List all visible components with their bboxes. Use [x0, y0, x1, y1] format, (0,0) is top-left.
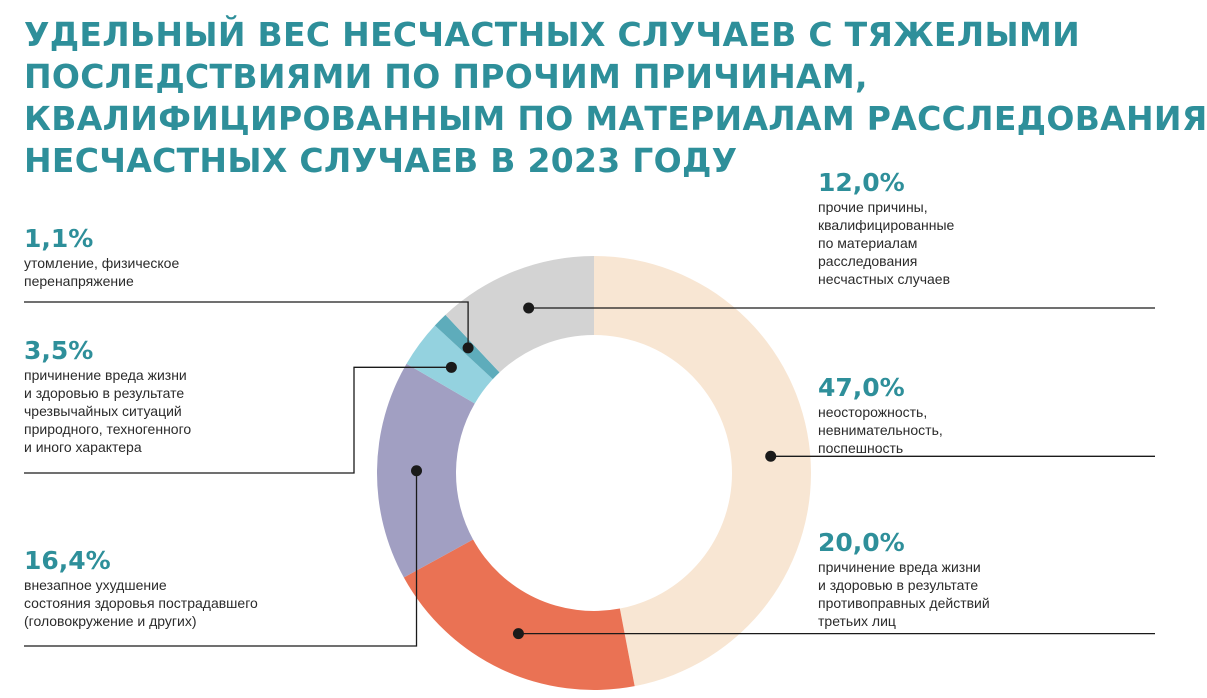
slice-third-party	[403, 539, 635, 690]
title-line-1: УДЕЛЬНЫЙ ВЕС НЕСЧАСТНЫХ СЛУЧАЕВ С ТЯЖЕЛЫ…	[24, 15, 1080, 54]
leader-dot-emergency	[445, 361, 457, 373]
label-third-party: 20,0% причинение вреда жизни и здоровью …	[818, 528, 990, 630]
category-label-third-party: причинение вреда жизни и здоровью в резу…	[818, 559, 990, 629]
value-label-fatigue: 1,1%	[24, 224, 94, 253]
label-other: 12,0% прочие причины, квалифицированные …	[818, 168, 954, 288]
slice-health	[377, 363, 475, 578]
category-label-health: внезапное ухудшение состояния здоровья п…	[24, 577, 258, 629]
value-label-third-party: 20,0%	[818, 528, 905, 557]
slice-carelessness	[594, 256, 811, 687]
title-line-3: КВАЛИФИЦИРОВАННЫМ ПО МАТЕРИАЛАМ РАССЛЕДО…	[24, 99, 1207, 138]
value-label-emergency: 3,5%	[24, 336, 94, 365]
value-label-other: 12,0%	[818, 168, 905, 197]
label-carelessness: 47,0% неосторожность, невнимательность, …	[818, 373, 943, 457]
category-label-emergency: причинение вреда жизни и здоровью в резу…	[24, 367, 192, 455]
leader-line-fatigue	[24, 301, 469, 348]
leader-dot-fatigue	[462, 342, 474, 354]
leader-dot-third-party	[512, 628, 524, 640]
leader-line-emergency	[24, 366, 452, 474]
category-label-fatigue: утомление, физическое перенапряжение	[24, 255, 180, 289]
title-line-4: НЕСЧАСТНЫХ СЛУЧАЕВ В 2023 ГОДУ	[24, 141, 738, 180]
value-label-health: 16,4%	[24, 546, 111, 575]
leader-dot-carelessness	[765, 450, 777, 462]
value-label-carelessness: 47,0%	[818, 373, 905, 402]
label-health: 16,4% внезапное ухудшение состояния здор…	[24, 546, 258, 630]
category-label-carelessness: неосторожность, невнимательность, поспеш…	[818, 404, 943, 456]
chart-title: УДЕЛЬНЫЙ ВЕС НЕСЧАСТНЫХ СЛУЧАЕВ С ТЯЖЕЛЫ…	[24, 14, 1207, 182]
leader-line-health	[24, 470, 418, 647]
title-line-2: ПОСЛЕДСТВИЯМИ ПО ПРОЧИМ ПРИЧИНАМ,	[24, 57, 868, 96]
category-label-other: прочие причины, квалифицированные по мат…	[818, 199, 955, 287]
slice-other	[445, 256, 594, 373]
leader-lines	[24, 301, 1155, 647]
leader-dot-other	[523, 302, 535, 314]
label-emergency: 3,5% причинение вреда жизни и здоровью в…	[24, 336, 191, 456]
leader-dot-health	[411, 465, 423, 477]
label-fatigue: 1,1% утомление, физическое перенапряжени…	[24, 224, 179, 290]
donut-slices	[377, 256, 811, 690]
